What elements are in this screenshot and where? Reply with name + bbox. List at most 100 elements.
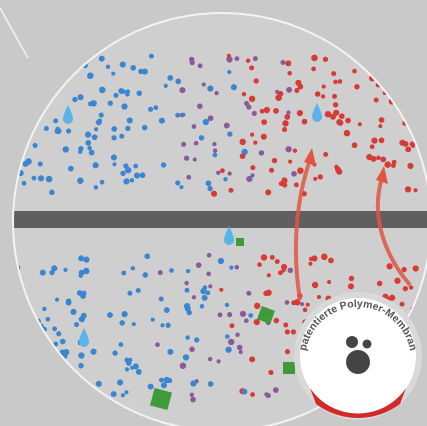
molecule (167, 349, 173, 355)
molecule (253, 141, 257, 145)
molecule (126, 89, 130, 93)
molecule (55, 298, 59, 302)
molecule (85, 140, 91, 146)
molecule (200, 288, 206, 294)
molecule (90, 349, 96, 355)
molecule (331, 71, 336, 76)
molecule (302, 119, 308, 125)
molecule (215, 91, 219, 95)
molecule (121, 311, 127, 317)
molecule (192, 295, 196, 299)
molecule (118, 342, 123, 347)
molecule (291, 329, 296, 334)
molecule (63, 349, 69, 355)
molecule (323, 152, 328, 157)
cube (236, 238, 244, 246)
molecule (286, 87, 292, 93)
molecule (140, 172, 146, 178)
molecule (366, 154, 372, 160)
molecule (184, 281, 188, 285)
molecule (270, 255, 275, 260)
molecule (235, 332, 239, 336)
molecule (161, 162, 166, 167)
molecule (285, 300, 290, 305)
molecule (111, 391, 117, 397)
molecule (118, 88, 124, 94)
molecule (38, 175, 44, 181)
molecule (40, 270, 46, 276)
molecule (339, 113, 345, 119)
molecule (212, 153, 217, 158)
molecule (49, 270, 54, 275)
molecule (184, 156, 189, 161)
molecule (330, 114, 336, 120)
molecule (167, 378, 172, 383)
molecule (407, 163, 413, 169)
molecule (285, 349, 290, 354)
molecule (242, 92, 246, 96)
molecule (333, 102, 338, 107)
molecule (227, 312, 232, 317)
molecule (153, 105, 158, 110)
molecule (124, 358, 129, 363)
molecule (94, 127, 98, 131)
molecule (389, 295, 395, 301)
molecule (246, 291, 251, 296)
molecule (278, 91, 284, 97)
molecule (22, 181, 27, 186)
molecule (224, 123, 230, 129)
molecule (198, 63, 203, 68)
molecule (63, 268, 67, 272)
molecule (190, 393, 194, 397)
molecule (254, 319, 260, 325)
molecule (38, 162, 43, 167)
molecule (321, 94, 325, 98)
molecule (78, 255, 84, 261)
molecule (344, 130, 351, 137)
molecule (144, 253, 150, 259)
molecule (207, 85, 213, 91)
molecule (323, 57, 328, 62)
molecule (333, 80, 338, 85)
molecule (107, 312, 113, 318)
molecule (225, 334, 230, 339)
molecule (106, 65, 110, 69)
molecule (78, 363, 83, 368)
molecule (413, 188, 417, 192)
molecule (186, 269, 190, 273)
molecule (46, 176, 53, 183)
molecule (264, 392, 268, 396)
molecule (394, 278, 400, 284)
molecule (282, 120, 288, 126)
molecule (313, 177, 317, 181)
molecule (133, 164, 138, 169)
molecule (202, 295, 208, 301)
molecule (239, 350, 243, 354)
molecule (250, 165, 255, 170)
molecule (254, 303, 260, 309)
molecule (410, 142, 415, 147)
molecule (49, 190, 55, 196)
molecule (130, 178, 135, 183)
molecule (213, 148, 217, 152)
molecule (269, 168, 274, 173)
membrane (0, 211, 427, 228)
molecule (179, 185, 183, 189)
molecule (220, 168, 225, 173)
molecule (130, 366, 134, 370)
molecule (212, 142, 216, 146)
molecule (380, 156, 386, 162)
molecule (99, 113, 104, 118)
molecule (358, 122, 362, 126)
molecule (208, 381, 214, 387)
molecule (280, 60, 285, 65)
molecule (265, 189, 271, 195)
molecule (248, 313, 253, 318)
molecule (175, 113, 180, 118)
molecule (185, 335, 189, 339)
molecule (81, 313, 87, 319)
molecule (294, 182, 299, 187)
molecule (56, 331, 61, 336)
molecule (112, 162, 116, 166)
molecule (90, 100, 96, 106)
